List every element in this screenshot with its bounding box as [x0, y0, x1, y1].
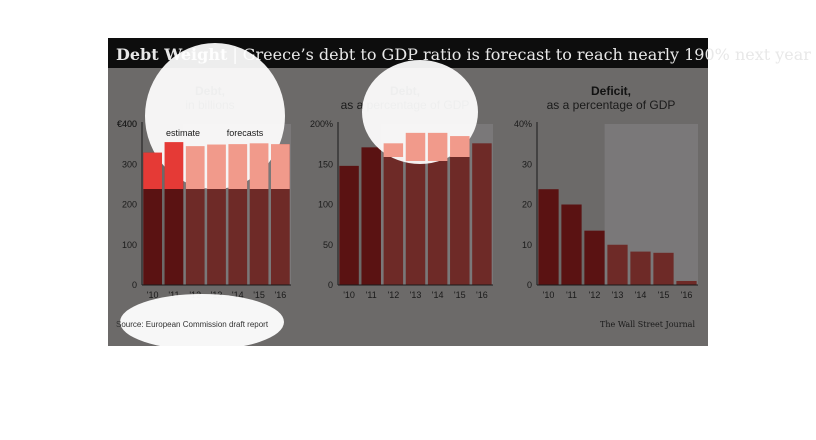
source-note: Source: European Commission draft report	[116, 320, 269, 329]
y-tick-label: 30	[522, 159, 532, 169]
header-title-rest: Greece’s debt to GDP ratio is forecast t…	[243, 45, 812, 64]
x-tick-label: '16	[681, 290, 693, 300]
x-tick-label: '10	[147, 290, 159, 300]
x-tick-label: '12	[589, 290, 601, 300]
bar-12	[383, 143, 404, 285]
chart-overlay: estimate forecasts €400	[117, 119, 470, 189]
bar-14	[427, 132, 448, 285]
bar-13	[405, 132, 426, 285]
x-tick-label: '14	[232, 290, 244, 300]
y-tick-label: 300	[122, 159, 137, 169]
x-tick-label: '11	[168, 290, 179, 300]
bar-10	[538, 189, 559, 285]
x-tick-label: '13	[612, 290, 624, 300]
highlight-bar-13	[207, 144, 226, 189]
x-tick-label: '10	[343, 290, 355, 300]
annotation-estimate: estimate	[166, 128, 200, 138]
highlight-bar-14	[228, 144, 248, 189]
x-tick-label: '16	[476, 290, 488, 300]
x-tick-label: '14	[432, 290, 444, 300]
bar-14	[630, 251, 651, 285]
x-tick-label: '15	[454, 290, 466, 300]
y-tick-label: €400	[117, 119, 137, 129]
y-tick-label: 100	[318, 200, 333, 210]
highlight-blob-debt-gdp	[362, 60, 478, 164]
x-tick-label: '14	[635, 290, 647, 300]
y-tick-label: 150	[318, 159, 333, 169]
y-tick-label-top: €400	[117, 119, 137, 129]
panel-subtitle: as a percentage of GDP	[547, 98, 676, 112]
y-tick-label: 40%	[514, 119, 532, 129]
x-tick-label: '11	[566, 290, 577, 300]
y-tick-label: 200%	[310, 119, 333, 129]
bar-11	[561, 204, 582, 285]
y-tick-label: 200	[122, 200, 137, 210]
bar-12	[584, 230, 605, 285]
y-tick-label: 10	[522, 240, 532, 250]
highlight-gdp-bar-12	[383, 143, 404, 157]
x-tick-label: '10	[543, 290, 555, 300]
bar-11	[361, 147, 381, 285]
bar-16	[472, 143, 492, 285]
y-tick-label: 20	[522, 200, 532, 210]
x-tick-label: '16	[274, 290, 286, 300]
bar-15	[653, 252, 674, 285]
bar-13	[607, 244, 628, 285]
bar-15	[450, 136, 470, 285]
highlight-bar-16	[270, 144, 290, 189]
panel-title: Deficit,	[591, 84, 631, 98]
y-tick-label: 100	[122, 240, 137, 250]
x-tick-label: '11	[366, 290, 377, 300]
highlight-gdp-bar-14	[427, 132, 448, 161]
highlight-bar-12	[185, 146, 205, 189]
credit-label: The Wall Street Journal	[600, 320, 695, 329]
highlight-bar-11	[164, 142, 184, 189]
highlight-gdp-bar-13	[405, 132, 426, 161]
bar-10	[339, 165, 359, 285]
y-tick-label: 0	[328, 280, 333, 290]
x-tick-label: '13	[410, 290, 422, 300]
y-tick-label: 50	[323, 240, 333, 250]
y-tick-label: 0	[527, 280, 532, 290]
x-tick-label: '12	[387, 290, 399, 300]
highlight-blob-source	[120, 294, 284, 350]
annotation-forecasts: forecasts	[227, 128, 264, 138]
x-tick-label: '15	[658, 290, 670, 300]
highlight-bar-10	[143, 152, 163, 189]
y-tick-label: 0	[132, 280, 137, 290]
bar-16	[676, 280, 697, 285]
x-tick-label: '15	[253, 290, 265, 300]
highlight-gdp-bar-15	[450, 136, 470, 157]
chart-panel-3: Deficit,as a percentage of GDP 0 10 20 30 40%…	[514, 84, 698, 300]
highlight-bar-15	[249, 143, 269, 189]
